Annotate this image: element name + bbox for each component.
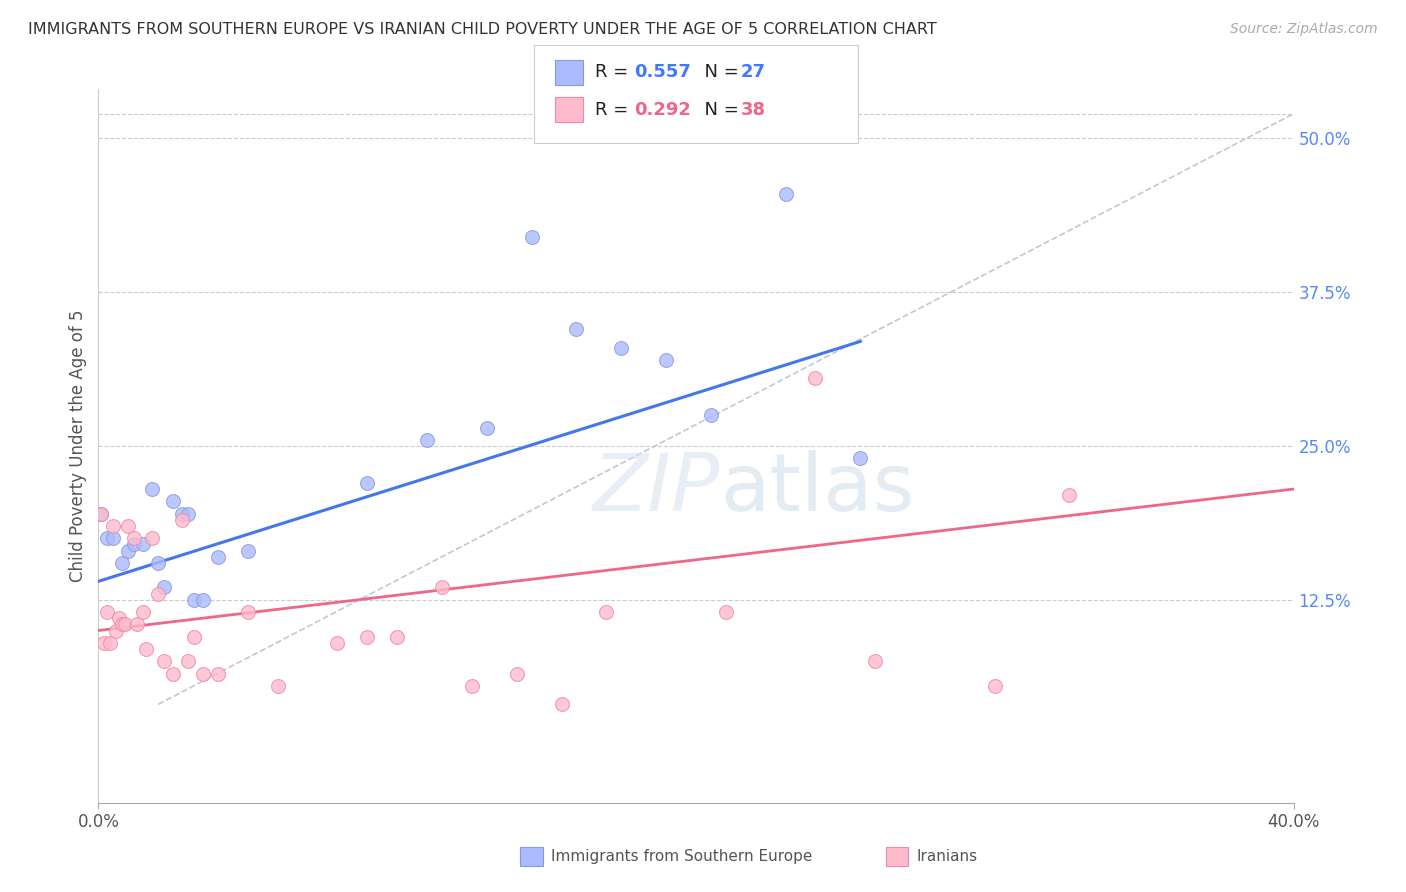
Point bbox=[141, 482, 163, 496]
Point bbox=[236, 605, 259, 619]
Point bbox=[356, 475, 378, 490]
Point bbox=[520, 230, 543, 244]
Point bbox=[550, 698, 572, 712]
Point bbox=[132, 537, 155, 551]
Text: R =: R = bbox=[595, 63, 634, 81]
Point bbox=[506, 666, 529, 681]
Text: Immigrants from Southern Europe: Immigrants from Southern Europe bbox=[551, 849, 813, 863]
Point bbox=[416, 433, 439, 447]
Point bbox=[775, 186, 797, 201]
Point bbox=[849, 451, 872, 466]
Text: 27: 27 bbox=[741, 63, 766, 81]
Point bbox=[93, 636, 115, 650]
Point bbox=[148, 556, 170, 570]
Point bbox=[595, 605, 617, 619]
Point bbox=[461, 679, 484, 693]
Point bbox=[103, 519, 125, 533]
Y-axis label: Child Poverty Under the Age of 5: Child Poverty Under the Age of 5 bbox=[69, 310, 87, 582]
Point bbox=[326, 636, 349, 650]
Point bbox=[96, 605, 118, 619]
Point bbox=[108, 611, 131, 625]
Point bbox=[111, 556, 134, 570]
Text: N =: N = bbox=[693, 63, 745, 81]
Point bbox=[135, 642, 157, 657]
Point bbox=[984, 679, 1007, 693]
Point bbox=[103, 531, 125, 545]
Text: N =: N = bbox=[693, 101, 745, 119]
Point bbox=[172, 513, 194, 527]
Point bbox=[162, 666, 184, 681]
Text: 38: 38 bbox=[741, 101, 766, 119]
Point bbox=[655, 352, 678, 367]
Point bbox=[100, 636, 122, 650]
Point bbox=[236, 543, 259, 558]
Point bbox=[114, 617, 136, 632]
Point bbox=[132, 605, 155, 619]
Point bbox=[565, 322, 588, 336]
Point bbox=[90, 507, 112, 521]
Point bbox=[105, 624, 128, 638]
Point bbox=[475, 420, 498, 434]
Point bbox=[1059, 488, 1081, 502]
Text: 0.292: 0.292 bbox=[634, 101, 690, 119]
Point bbox=[124, 531, 146, 545]
Text: 0.557: 0.557 bbox=[634, 63, 690, 81]
Point bbox=[207, 666, 229, 681]
Point bbox=[267, 679, 290, 693]
Point bbox=[96, 531, 118, 545]
Point bbox=[172, 507, 194, 521]
Point bbox=[865, 654, 887, 668]
Text: Iranians: Iranians bbox=[917, 849, 977, 863]
Text: IMMIGRANTS FROM SOUTHERN EUROPE VS IRANIAN CHILD POVERTY UNDER THE AGE OF 5 CORR: IMMIGRANTS FROM SOUTHERN EUROPE VS IRANI… bbox=[28, 22, 936, 37]
Point bbox=[207, 549, 229, 564]
Point bbox=[183, 630, 205, 644]
Point bbox=[162, 494, 184, 508]
Point bbox=[385, 630, 409, 644]
Point bbox=[183, 592, 205, 607]
Point bbox=[610, 341, 633, 355]
Point bbox=[700, 409, 723, 423]
Text: ZIP: ZIP bbox=[592, 450, 720, 528]
Point bbox=[124, 537, 146, 551]
Point bbox=[191, 666, 214, 681]
Text: atlas: atlas bbox=[720, 450, 914, 528]
Text: Source: ZipAtlas.com: Source: ZipAtlas.com bbox=[1230, 22, 1378, 37]
Point bbox=[714, 605, 737, 619]
Point bbox=[177, 654, 200, 668]
Point bbox=[177, 507, 200, 521]
Point bbox=[356, 630, 378, 644]
Point bbox=[127, 617, 149, 632]
Point bbox=[430, 581, 453, 595]
Point bbox=[153, 654, 176, 668]
Point bbox=[804, 371, 827, 385]
Point bbox=[111, 617, 134, 632]
Text: R =: R = bbox=[595, 101, 634, 119]
Point bbox=[141, 531, 163, 545]
Point bbox=[153, 581, 176, 595]
Point bbox=[191, 592, 214, 607]
Point bbox=[117, 543, 139, 558]
Point bbox=[117, 519, 139, 533]
Point bbox=[90, 507, 112, 521]
Point bbox=[148, 587, 170, 601]
